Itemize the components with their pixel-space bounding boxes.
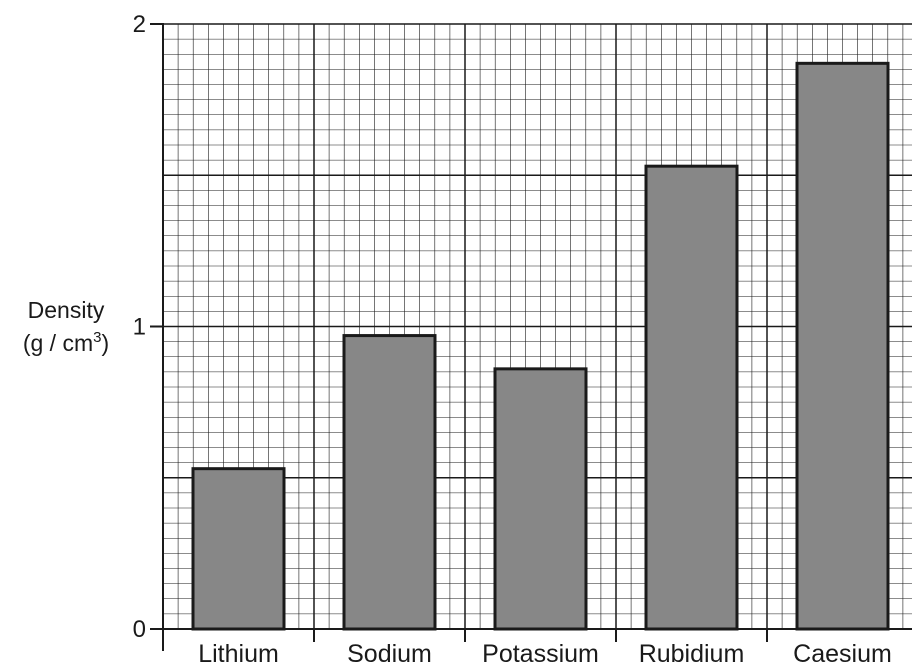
x-tick-label-caesium: Caesium — [793, 640, 892, 668]
y-tick-label: 2 — [133, 11, 146, 38]
bar-lithium — [191, 467, 286, 631]
chart-bars — [191, 61, 890, 631]
bar-sodium — [342, 334, 437, 631]
bar-potassium — [493, 367, 588, 631]
x-tick-label-potassium: Potassium — [482, 640, 599, 668]
chart-axes — [162, 23, 912, 651]
x-axis-labels: Lithium Sodium Potassium Rubidium Caesium — [198, 640, 892, 668]
y-axis-label-line1: Density — [28, 297, 105, 323]
y-axis-label-unit: (g / cm3) — [23, 329, 109, 356]
x-tick-label-rubidium: Rubidium — [639, 640, 745, 668]
y-tick-label: 0 — [133, 616, 146, 643]
y-axis-unit-suffix: ) — [101, 330, 109, 356]
x-tick-label-lithium: Lithium — [198, 640, 279, 668]
y-tick-label: 1 — [133, 314, 146, 341]
bar-caesium — [795, 61, 890, 631]
bar-rubidium — [644, 164, 739, 631]
x-tick-label-sodium: Sodium — [347, 640, 432, 668]
y-axis-unit-superscript: 3 — [93, 329, 101, 346]
y-axis-ticks: 0 1 2 — [133, 11, 163, 643]
y-axis-unit-prefix: (g / cm — [23, 330, 93, 356]
